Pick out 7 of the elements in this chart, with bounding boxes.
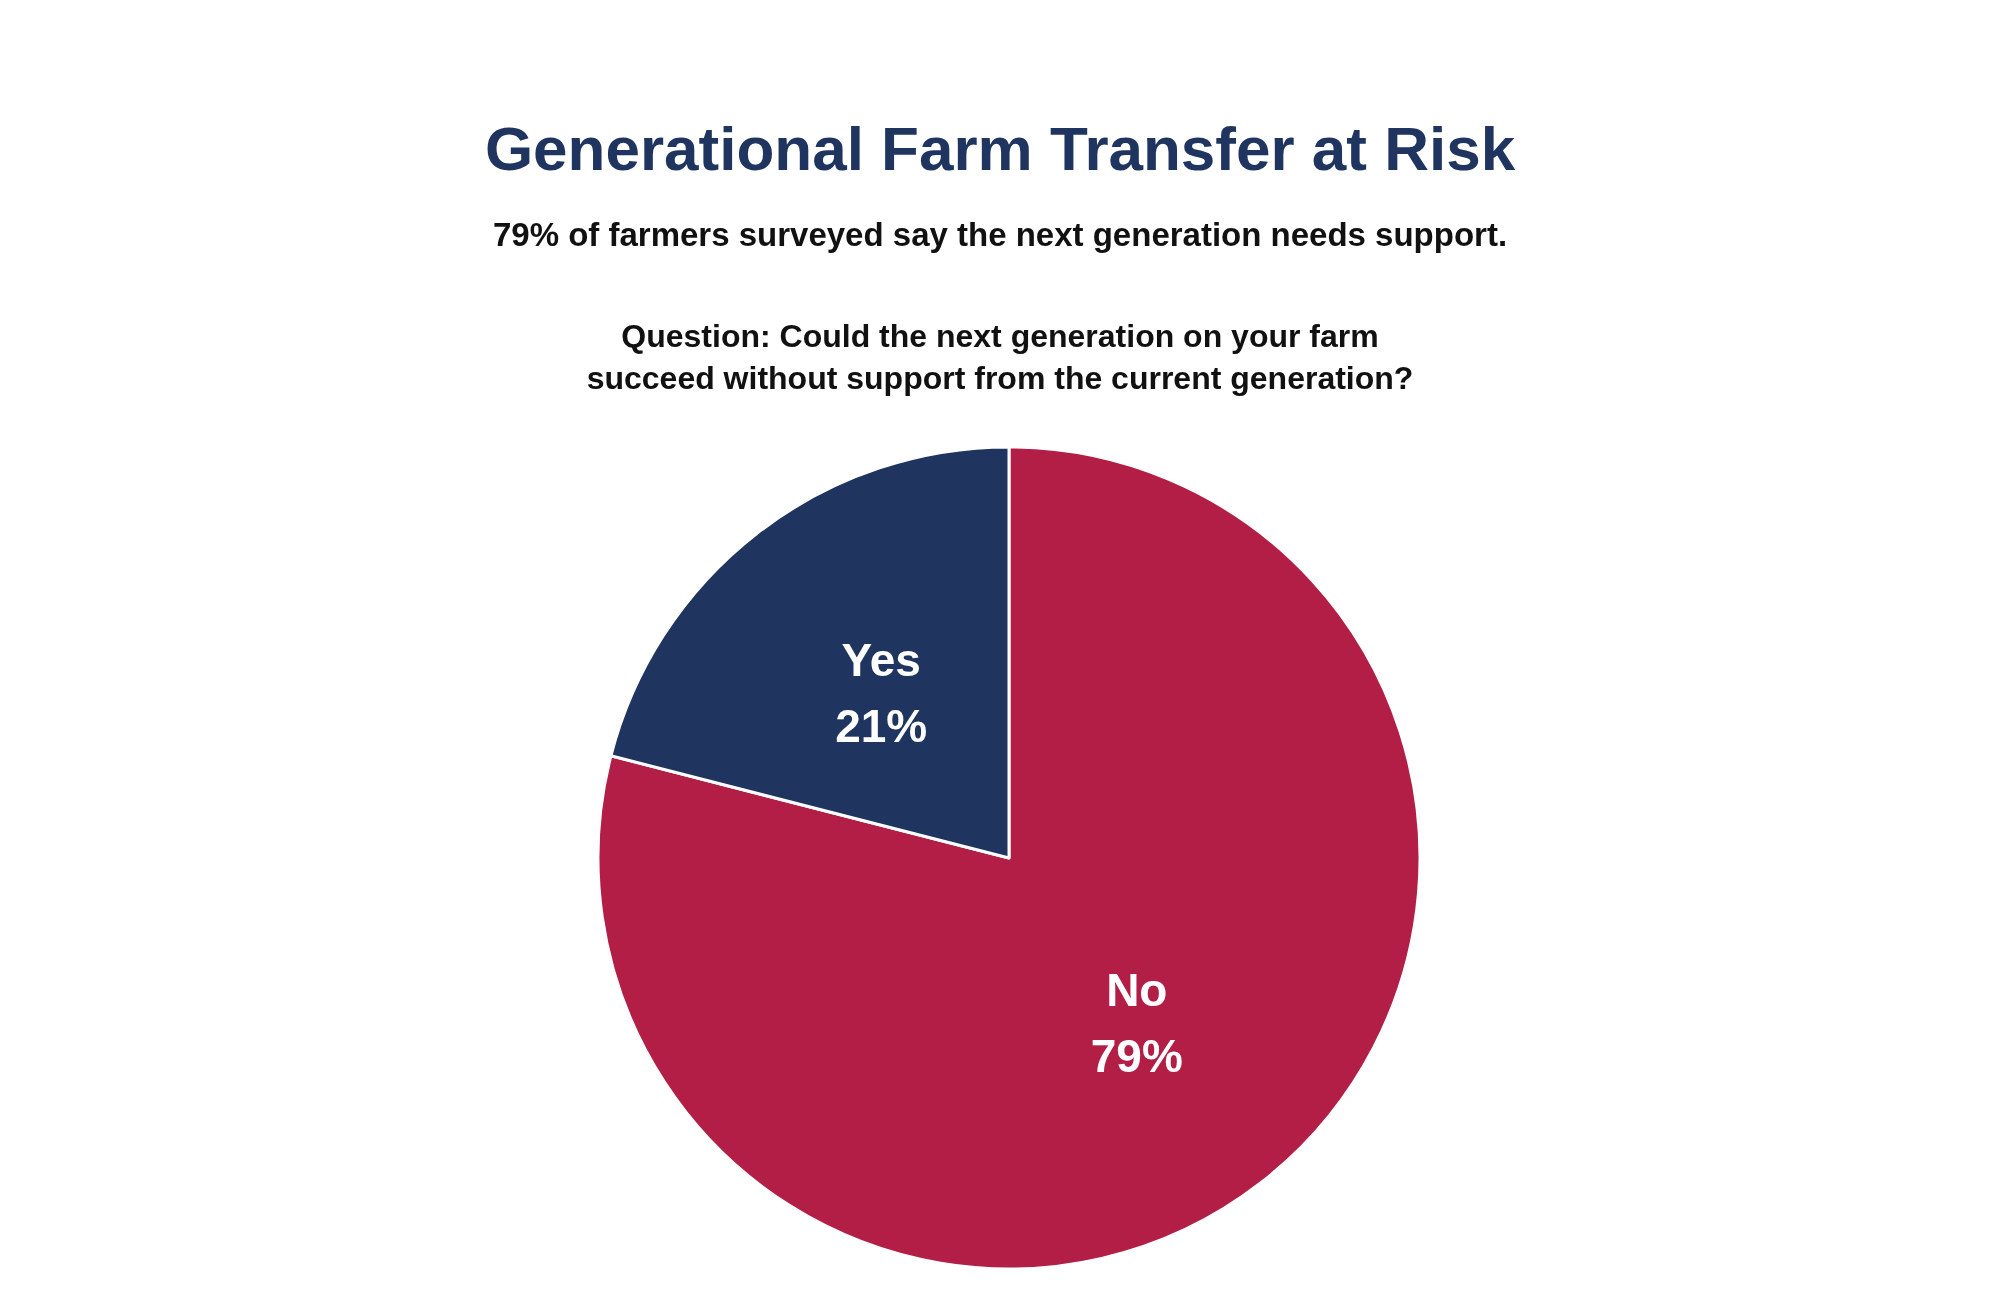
text: Question: Could the next generation on your farm succeed without support from the current generation? bbox=[586, 318, 1414, 396]
data-label: 21% bbox=[835, 700, 928, 753]
slice-label: Yes bbox=[841, 634, 921, 687]
chart-title: Generational Farm Transfer at Risk bbox=[484, 113, 1516, 183]
data-label: 79% bbox=[1090, 1029, 1183, 1082]
chart-subtitle: 79% of farmers surveyed say the next generation needs support. bbox=[492, 216, 1508, 253]
slice-label: No bbox=[1106, 963, 1168, 1016]
